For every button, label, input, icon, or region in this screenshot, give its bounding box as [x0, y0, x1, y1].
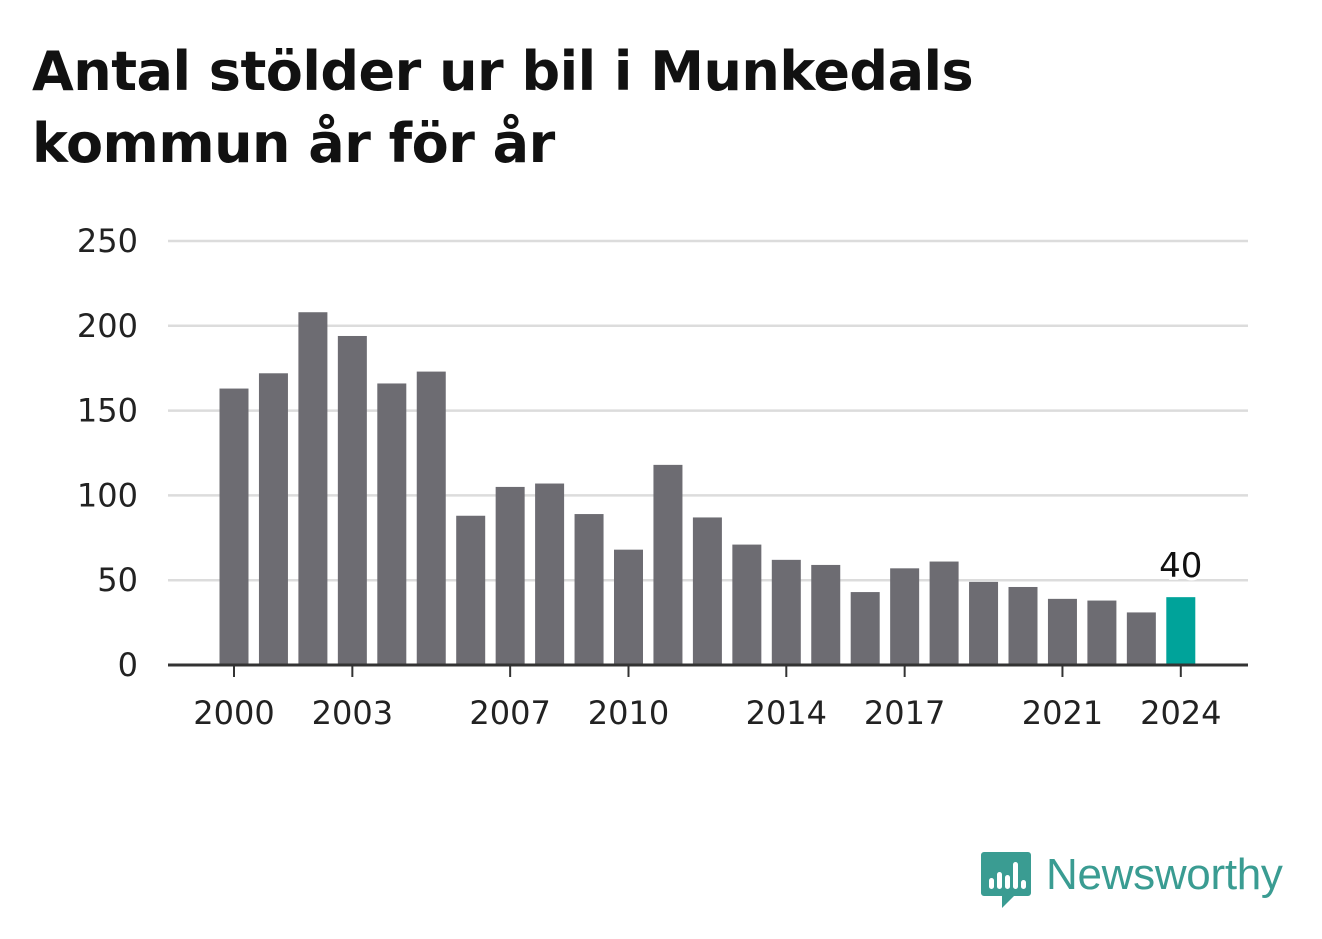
newsworthy-logo: Newsworthy [980, 850, 1283, 912]
bar-chart-speech-bubble-icon [981, 852, 1031, 908]
bar-2018 [929, 561, 959, 665]
y-tick-label: 100 [77, 476, 138, 514]
x-tick-label: 2024 [1140, 694, 1221, 732]
bar-2011 [653, 464, 683, 665]
y-tick-label: 0 [118, 646, 138, 684]
x-tick-label: 2007 [469, 694, 550, 732]
x-axis [168, 663, 1248, 677]
bar-2020 [1008, 586, 1038, 665]
bar-2021 [1047, 598, 1077, 665]
bar-2010 [614, 549, 643, 665]
bar-2004 [377, 383, 407, 665]
bar-2022 [1087, 600, 1117, 665]
bar-2015 [811, 564, 841, 665]
bar-2000 [219, 388, 249, 665]
bar-2016 [850, 592, 880, 665]
bar-2007 [495, 486, 525, 665]
bar-2002 [298, 312, 328, 665]
bar-2012 [692, 517, 722, 665]
y-tick-label: 200 [77, 307, 138, 345]
brand-name: Newsworthy [1046, 850, 1283, 899]
bar-2013 [732, 544, 762, 665]
y-tick-label: 50 [97, 561, 138, 599]
x-tick-label: 2021 [1022, 694, 1103, 732]
bar-2003 [337, 335, 367, 665]
x-tick-label: 2010 [588, 694, 669, 732]
bar-2001 [258, 373, 288, 665]
data-labels: 40 [1156, 543, 1205, 589]
bar-2008 [535, 483, 565, 665]
x-axis-tick-labels: 2000 2003 2007 2010 2014 2017 2021 2024 [193, 694, 1221, 732]
bar-2023 [1126, 612, 1156, 665]
bar-2009 [574, 514, 604, 665]
x-tick-label: 2017 [864, 694, 945, 732]
bar-2014 [771, 559, 801, 665]
y-axis-tick-labels: 0 50 100 150 200 250 [77, 222, 138, 684]
x-tick-label: 2000 [193, 694, 274, 732]
bar-2019 [969, 581, 999, 665]
bar-2006 [456, 515, 486, 665]
y-tick-label: 250 [77, 222, 138, 260]
bar-2024 [1166, 597, 1196, 665]
x-tick-label: 2014 [746, 694, 827, 732]
y-tick-label: 150 [77, 392, 138, 430]
data-label-2024: 40 [1159, 546, 1202, 586]
bars [219, 312, 1196, 665]
bar-2005 [416, 371, 446, 665]
x-tick-label: 2003 [312, 694, 393, 732]
chart-title: Antal stölder ur bil i Munkedals kommun … [32, 40, 974, 175]
bar-2017 [890, 568, 920, 665]
